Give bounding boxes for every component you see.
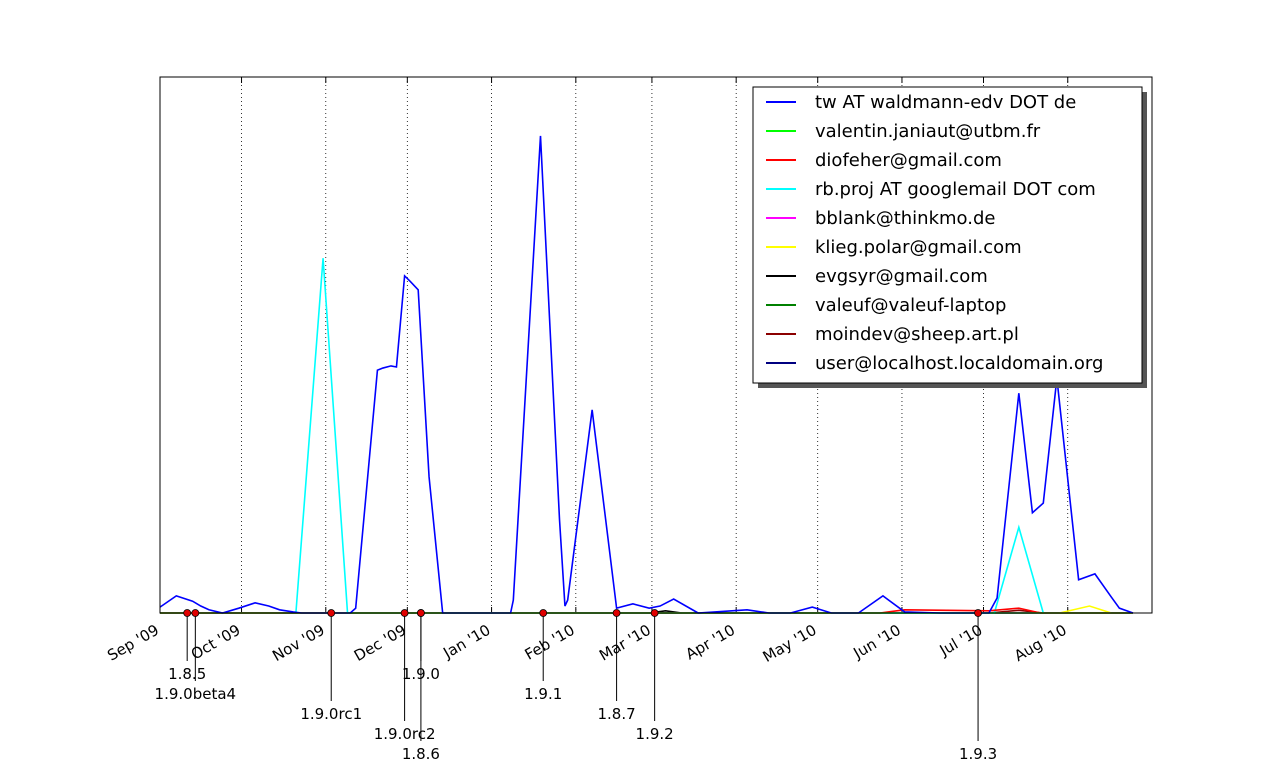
release-label: 1.9.0rc1	[300, 705, 362, 723]
legend-label: evgsyr@gmail.com	[815, 266, 988, 287]
legend-label: klieg.polar@gmail.com	[815, 237, 1022, 258]
series-line	[1059, 605, 1112, 614]
release-marker	[417, 609, 425, 617]
legend-label: valentin.janiaut@utbm.fr	[815, 121, 1041, 142]
legend-label: moindev@sheep.art.pl	[815, 324, 1019, 345]
release-label: 1.9.0	[402, 665, 440, 683]
series-line	[159, 135, 1134, 614]
legend-label: tw AT waldmann-edv DOT de	[815, 92, 1076, 113]
release-marker	[974, 609, 982, 617]
legend-label: valeuf@valeuf-laptop	[815, 295, 1006, 316]
release-label: 1.9.3	[959, 745, 997, 763]
release-label: 1.9.2	[636, 725, 674, 743]
release-label: 1.9.0beta4	[155, 685, 237, 703]
legend	[752, 86, 1143, 384]
release-marker	[539, 609, 548, 617]
legend-label: user@localhost.localdomain.org	[815, 353, 1103, 374]
release-label: 1.9.1	[524, 685, 562, 703]
release-label: 1.8.6	[402, 745, 440, 763]
legend-label: bblank@thinkmo.de	[815, 208, 995, 229]
release-marker	[191, 609, 200, 617]
release-label: 1.8.5	[168, 665, 206, 683]
release-label: 1.9.0rc2	[374, 725, 436, 743]
legend-label: diofeher@gmail.com	[815, 150, 1002, 171]
release-marker	[650, 609, 659, 617]
release-marker	[183, 609, 192, 617]
release-marker	[612, 609, 621, 617]
release-label: 1.8.7	[598, 705, 636, 723]
release-marker	[400, 609, 409, 617]
legend-label: rb.proj AT googlemail DOT com	[815, 179, 1096, 200]
release-marker	[327, 609, 336, 617]
